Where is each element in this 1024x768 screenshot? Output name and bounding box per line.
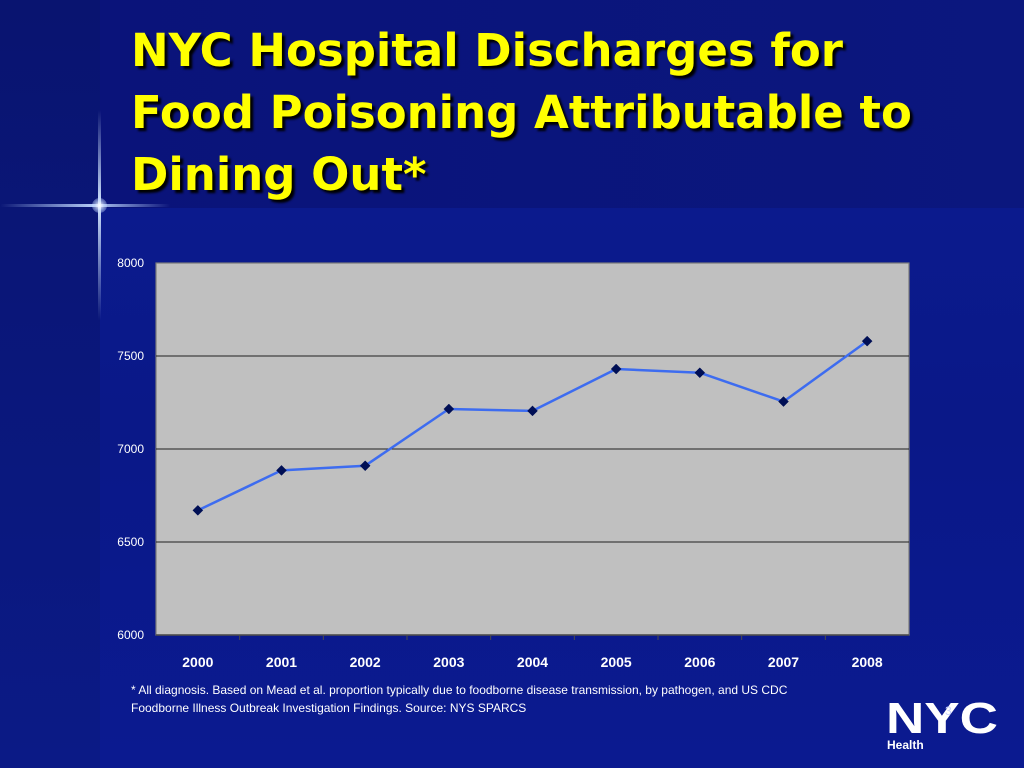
data-point-2002 bbox=[359, 460, 371, 472]
light-flare-core bbox=[92, 198, 107, 213]
data-point-2003 bbox=[443, 403, 455, 415]
data-point-2001 bbox=[276, 465, 287, 476]
y-tick-label: 6000 bbox=[117, 628, 144, 642]
x-tick-label: 2004 bbox=[517, 654, 548, 670]
x-tick-label: 2003 bbox=[433, 654, 464, 670]
data-point-2005 bbox=[610, 363, 622, 375]
x-tick-label: 2000 bbox=[182, 654, 213, 670]
nyc-logo-text: NYC bbox=[886, 698, 998, 736]
x-tick-label: 2006 bbox=[684, 654, 715, 670]
data-point-2006 bbox=[694, 367, 706, 379]
y-tick-label: 7500 bbox=[117, 349, 144, 363]
y-axis-ticks: 6000 6500 7000 7500 8000 bbox=[117, 256, 144, 642]
x-axis-ticks: 2000 2001 2002 2003 2004 2005 2006 2007 2008 bbox=[182, 654, 883, 670]
slide-title: NYC Hospital Discharges for Food Poisoni… bbox=[131, 24, 912, 201]
left-band bbox=[0, 0, 100, 768]
x-tick-label: 2005 bbox=[601, 654, 632, 670]
data-point-2008 bbox=[861, 335, 873, 347]
footnote-line-1: * All diagnosis. Based on Mead et al. pr… bbox=[131, 683, 788, 697]
nyc-logo-subtext: Health bbox=[887, 738, 924, 752]
data-point-2004 bbox=[527, 405, 538, 417]
y-tick-label: 6500 bbox=[117, 535, 144, 549]
series-layer bbox=[192, 335, 873, 516]
data-point-2007 bbox=[778, 396, 789, 407]
x-tick-label: 2007 bbox=[768, 654, 799, 670]
x-tick-label: 2008 bbox=[852, 654, 883, 670]
y-tick-label: 8000 bbox=[117, 256, 144, 270]
footnote: * All diagnosis. Based on Mead et al. pr… bbox=[131, 681, 911, 717]
nyc-logo-mark: NYC bbox=[886, 698, 998, 736]
light-flare-vertical bbox=[98, 110, 101, 320]
slide-number: 3 bbox=[945, 704, 952, 718]
gridlines bbox=[156, 355, 909, 640]
x-tick-label: 2001 bbox=[266, 654, 297, 670]
data-point-2000 bbox=[192, 505, 204, 516]
nyc-health-logo: NYC Health bbox=[886, 698, 1002, 754]
light-flare-horizontal bbox=[0, 204, 170, 207]
top-band-right bbox=[100, 0, 1024, 208]
y-tick-label: 7000 bbox=[117, 442, 144, 456]
x-tick-label: 2002 bbox=[350, 654, 381, 670]
footnote-line-2: Foodborne Illness Outbreak Investigation… bbox=[131, 701, 527, 715]
